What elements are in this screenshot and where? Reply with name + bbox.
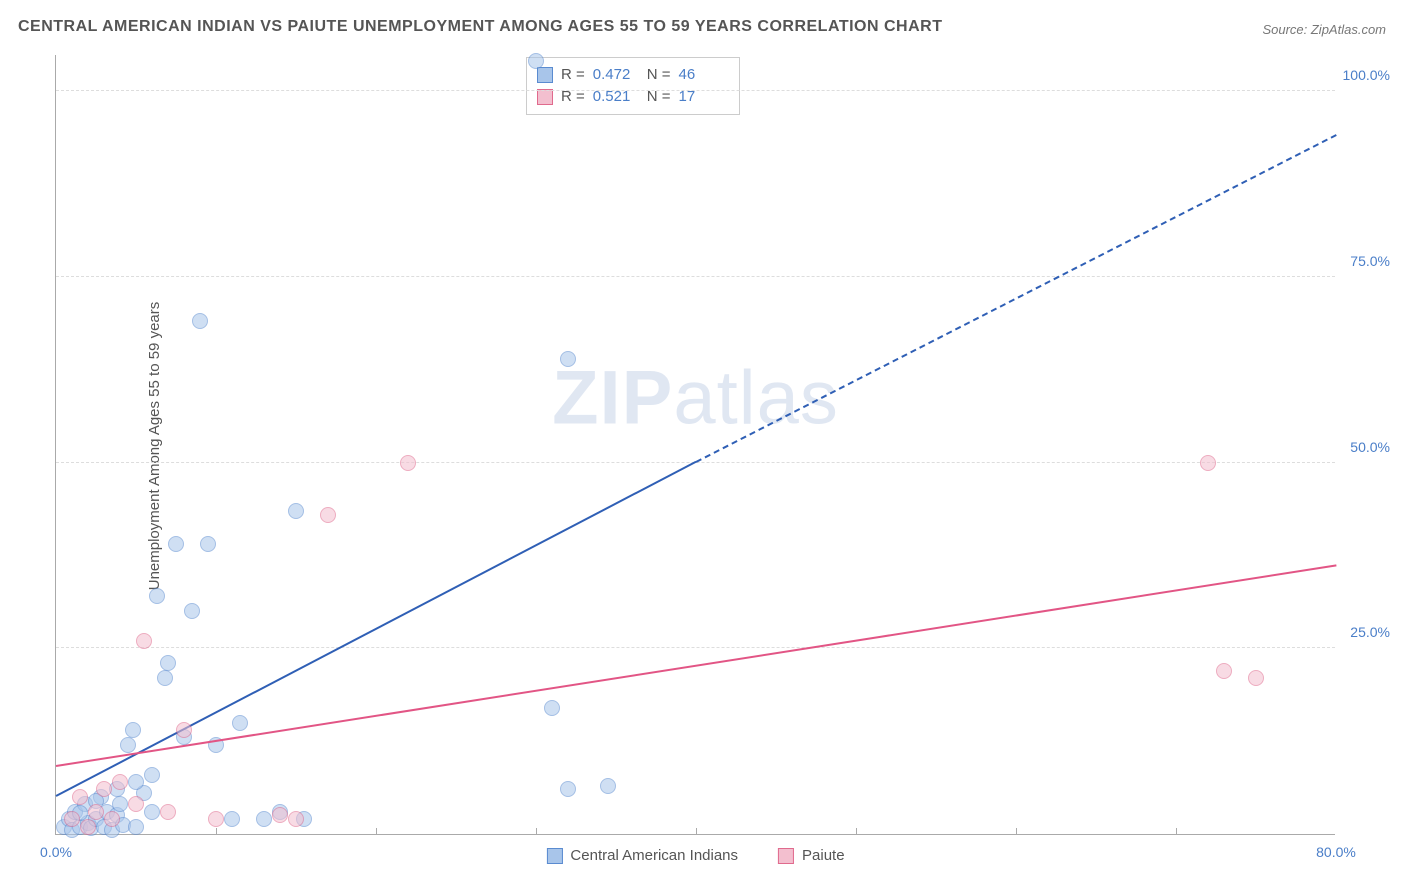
gridline bbox=[56, 90, 1335, 91]
data-point bbox=[157, 670, 173, 686]
data-point bbox=[144, 767, 160, 783]
y-tick-label: 75.0% bbox=[1340, 253, 1390, 269]
data-point bbox=[544, 700, 560, 716]
data-point bbox=[144, 804, 160, 820]
data-point bbox=[176, 722, 192, 738]
trend-line-extrapolated bbox=[696, 134, 1337, 463]
x-tick-label: 0.0% bbox=[40, 844, 72, 860]
y-tick-label: 100.0% bbox=[1340, 67, 1390, 83]
data-point bbox=[192, 313, 208, 329]
y-tick-label: 25.0% bbox=[1340, 624, 1390, 640]
data-point bbox=[232, 715, 248, 731]
legend-row-series-0: R = 0.472 N = 46 bbox=[537, 64, 725, 86]
swatch-series-1 bbox=[537, 89, 553, 105]
data-point bbox=[112, 774, 128, 790]
data-point bbox=[272, 807, 288, 823]
data-point bbox=[96, 781, 112, 797]
data-point bbox=[88, 804, 104, 820]
data-point bbox=[528, 53, 544, 69]
x-tick-minor bbox=[856, 828, 857, 834]
swatch-series-0 bbox=[546, 848, 562, 864]
legend-item-1: Paiute bbox=[778, 847, 845, 864]
x-tick-minor bbox=[1016, 828, 1017, 834]
chart-title: CENTRAL AMERICAN INDIAN VS PAIUTE UNEMPL… bbox=[18, 18, 942, 36]
source-label: Source: ZipAtlas.com bbox=[1262, 22, 1386, 37]
trend-line bbox=[56, 461, 697, 797]
data-point bbox=[160, 804, 176, 820]
x-tick-minor bbox=[216, 828, 217, 834]
data-point bbox=[184, 603, 200, 619]
data-point bbox=[149, 588, 165, 604]
data-point bbox=[224, 811, 240, 827]
data-point bbox=[208, 811, 224, 827]
n-value-0: 46 bbox=[679, 64, 725, 86]
data-point bbox=[128, 819, 144, 835]
series-name-1: Paiute bbox=[802, 847, 845, 864]
data-point bbox=[200, 536, 216, 552]
gridline bbox=[56, 276, 1335, 277]
trend-line bbox=[56, 565, 1336, 768]
gridline bbox=[56, 647, 1335, 648]
data-point bbox=[125, 722, 141, 738]
correlation-legend: R = 0.472 N = 46 R = 0.521 N = 17 bbox=[526, 57, 740, 115]
data-point bbox=[400, 455, 416, 471]
watermark: ZIPatlas bbox=[552, 354, 839, 441]
data-point bbox=[160, 655, 176, 671]
data-point bbox=[1248, 670, 1264, 686]
r-value-0: 0.472 bbox=[593, 64, 639, 86]
n-label: N = bbox=[647, 64, 671, 86]
series-legend: Central American Indians Paiute bbox=[546, 847, 844, 864]
data-point bbox=[72, 789, 88, 805]
data-point bbox=[128, 774, 144, 790]
swatch-series-0 bbox=[537, 67, 553, 83]
data-point bbox=[288, 503, 304, 519]
data-point bbox=[104, 811, 120, 827]
x-tick-minor bbox=[376, 828, 377, 834]
plot-area: ZIPatlas R = 0.472 N = 46 R = 0.521 N = … bbox=[55, 55, 1335, 835]
data-point bbox=[64, 811, 80, 827]
data-point bbox=[168, 536, 184, 552]
watermark-bold: ZIP bbox=[552, 355, 673, 440]
data-point bbox=[1216, 663, 1232, 679]
series-name-0: Central American Indians bbox=[570, 847, 738, 864]
data-point bbox=[600, 778, 616, 794]
data-point bbox=[288, 811, 304, 827]
swatch-series-1 bbox=[778, 848, 794, 864]
data-point bbox=[80, 819, 96, 835]
data-point bbox=[136, 633, 152, 649]
data-point bbox=[128, 796, 144, 812]
x-tick-minor bbox=[696, 828, 697, 834]
y-tick-label: 50.0% bbox=[1340, 439, 1390, 455]
data-point bbox=[320, 507, 336, 523]
data-point bbox=[1200, 455, 1216, 471]
data-point bbox=[560, 781, 576, 797]
watermark-light: atlas bbox=[673, 355, 839, 440]
data-point bbox=[112, 796, 128, 812]
r-label: R = bbox=[561, 64, 585, 86]
data-point bbox=[120, 737, 136, 753]
legend-item-0: Central American Indians bbox=[546, 847, 738, 864]
x-tick-label: 80.0% bbox=[1316, 844, 1356, 860]
x-tick-minor bbox=[536, 828, 537, 834]
x-tick-minor bbox=[1176, 828, 1177, 834]
data-point bbox=[560, 351, 576, 367]
data-point bbox=[256, 811, 272, 827]
